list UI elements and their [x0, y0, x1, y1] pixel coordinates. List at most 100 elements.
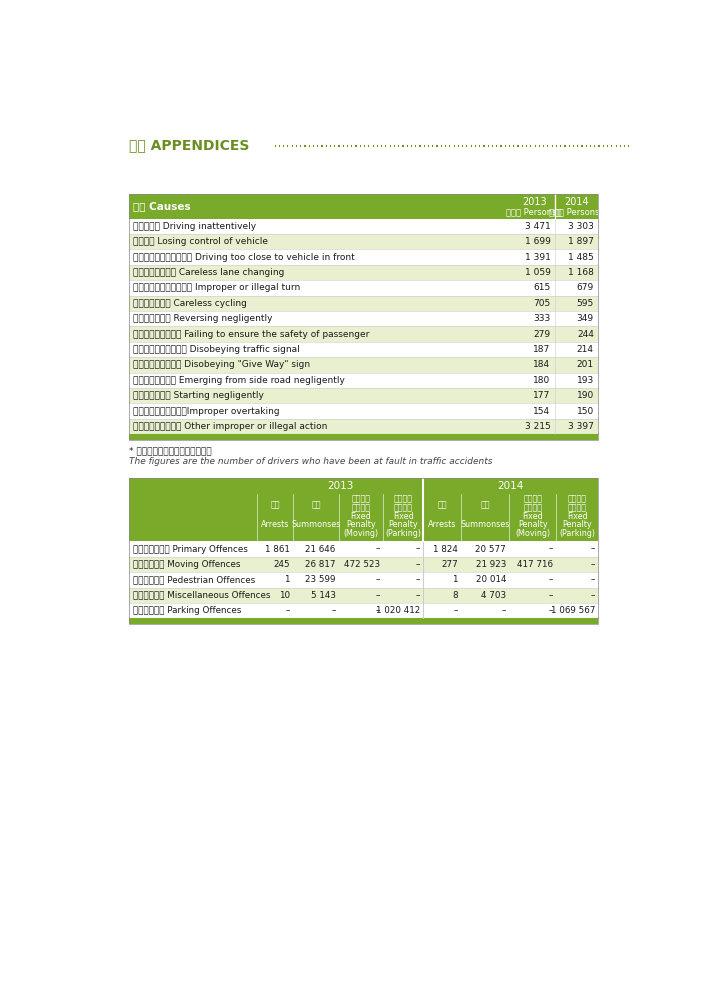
Text: 2014: 2014 — [564, 197, 589, 207]
Text: –: – — [454, 607, 458, 615]
Text: 駕駛不留神 Driving inattentively: 駕駛不留神 Driving inattentively — [133, 222, 256, 231]
Text: –: – — [549, 607, 554, 615]
Text: 不適當地超車（扒頭）Improper overtaking: 不適當地超車（扒頭）Improper overtaking — [133, 406, 280, 415]
Text: 177: 177 — [533, 391, 550, 400]
Text: 193: 193 — [576, 376, 594, 384]
Bar — [129, 603, 598, 619]
Text: 疏忽地起動車輛 Starting negligently: 疏忽地起動車輛 Starting negligently — [133, 391, 264, 400]
Text: 疏忽地倒後行車 Reversing negligently: 疏忽地倒後行車 Reversing negligently — [133, 314, 273, 323]
Text: 595: 595 — [576, 299, 594, 308]
Text: 1 699: 1 699 — [525, 237, 550, 246]
Bar — [129, 326, 598, 342]
Text: –: – — [285, 607, 290, 615]
Bar — [129, 403, 598, 418]
Text: * 數字為引致交通意外的可歸人數: * 數字為引致交通意外的可歸人數 — [129, 446, 212, 455]
Text: 21 923: 21 923 — [476, 560, 506, 569]
Text: 拘捕: 拘捕 — [438, 500, 447, 510]
Text: Summonses: Summonses — [291, 520, 341, 529]
Text: 定額罰款: 定額罰款 — [394, 494, 413, 504]
Text: 705: 705 — [533, 299, 550, 308]
Text: –: – — [416, 576, 421, 585]
Bar — [129, 478, 598, 493]
Text: –: – — [376, 607, 380, 615]
Text: Fixed: Fixed — [350, 512, 372, 521]
Text: 10: 10 — [279, 591, 290, 600]
Text: Penalty: Penalty — [563, 521, 593, 530]
Text: 原因 Causes: 原因 Causes — [133, 201, 191, 211]
Text: –: – — [331, 607, 336, 615]
Text: 較嚴重違例事件 Primary Offences: 較嚴重違例事件 Primary Offences — [132, 545, 248, 554]
Text: 8: 8 — [452, 591, 458, 600]
Text: 1: 1 — [452, 576, 458, 585]
Text: 5 143: 5 143 — [311, 591, 336, 600]
Bar — [129, 311, 598, 326]
Text: 1 485: 1 485 — [568, 252, 594, 261]
Text: 184: 184 — [533, 360, 550, 369]
Text: 雜項違例事件 Miscellaneous Offences: 雜項違例事件 Miscellaneous Offences — [132, 591, 270, 600]
Text: 不小心轉換行車線 Careless lane changing: 不小心轉換行車線 Careless lane changing — [133, 268, 285, 277]
Bar — [129, 194, 598, 439]
Text: 679: 679 — [576, 283, 594, 292]
Text: The figures are the number of drivers who have been at fault in traffic accident: The figures are the number of drivers wh… — [129, 456, 492, 465]
Text: 不小心騎踏單車 Careless cycling: 不小心騎踏單車 Careless cycling — [133, 299, 247, 308]
Text: （人數 Persons）: （人數 Persons） — [549, 207, 605, 216]
Text: 疏忽地從旁路駛出 Emerging from side road negligently: 疏忽地從旁路駛出 Emerging from side road neglige… — [133, 376, 346, 384]
Text: (Parking): (Parking) — [385, 529, 421, 538]
Text: (Moving): (Moving) — [343, 529, 379, 538]
Text: 沒有確保乘客的安全 Failing to ensure the safety of passenger: 沒有確保乘客的安全 Failing to ensure the safety o… — [133, 329, 370, 338]
Bar — [129, 388, 598, 403]
Text: 不遵照「讓路」標誌 Disobeying "Give Way" sign: 不遵照「讓路」標誌 Disobeying "Give Way" sign — [133, 360, 311, 369]
Text: （人數 Persons）: （人數 Persons） — [506, 207, 562, 216]
Text: 20 014: 20 014 — [476, 576, 506, 585]
Text: 180: 180 — [533, 376, 550, 384]
Text: 150: 150 — [576, 406, 594, 415]
Text: 245: 245 — [273, 560, 290, 569]
Text: 23 599: 23 599 — [305, 576, 336, 585]
Text: 1 861: 1 861 — [265, 545, 290, 554]
Text: Summonses: Summonses — [460, 520, 510, 529]
Text: 244: 244 — [577, 329, 594, 338]
Text: 154: 154 — [533, 406, 550, 415]
Text: 279: 279 — [533, 329, 550, 338]
Bar — [129, 342, 598, 357]
Text: –: – — [591, 591, 595, 600]
Bar — [129, 542, 598, 557]
Text: 187: 187 — [533, 345, 550, 354]
Text: Penalty: Penalty — [518, 521, 547, 530]
Text: 3 303: 3 303 — [568, 222, 594, 231]
Bar — [129, 557, 598, 573]
Text: 4 703: 4 703 — [481, 591, 506, 600]
Text: (Parking): (Parking) — [559, 529, 595, 538]
Text: 違例行車事件 Moving Offences: 違例行車事件 Moving Offences — [132, 560, 240, 569]
Text: 190: 190 — [576, 391, 594, 400]
Text: 傳票: 傳票 — [311, 500, 321, 510]
Text: 1 020 412: 1 020 412 — [376, 607, 421, 615]
Text: 472 523: 472 523 — [344, 560, 380, 569]
Text: 1 897: 1 897 — [568, 237, 594, 246]
Text: –: – — [416, 545, 421, 554]
Bar — [129, 280, 598, 295]
Text: 201: 201 — [577, 360, 594, 369]
Text: 拘捕: 拘捕 — [270, 500, 280, 510]
Text: 3 397: 3 397 — [568, 422, 594, 431]
Text: Fixed: Fixed — [523, 512, 543, 521]
Text: 定額罰款: 定額罰款 — [523, 494, 542, 504]
Text: –: – — [591, 545, 595, 554]
Text: 615: 615 — [533, 283, 550, 292]
Text: Fixed: Fixed — [567, 512, 588, 521]
Text: –: – — [416, 591, 421, 600]
Text: 3 471: 3 471 — [525, 222, 550, 231]
Text: 不適當地或不合法地轉向 Improper or illegal turn: 不適當地或不合法地轉向 Improper or illegal turn — [133, 283, 301, 292]
Text: –: – — [549, 591, 554, 600]
Text: 行車時太貼近前面的車輛 Driving too close to vehicle in front: 行車時太貼近前面的車輛 Driving too close to vehicle… — [133, 252, 355, 261]
Text: 20 577: 20 577 — [475, 545, 506, 554]
Text: Arrests: Arrests — [261, 520, 290, 529]
Bar — [129, 573, 598, 588]
Text: 349: 349 — [577, 314, 594, 323]
Bar — [129, 295, 598, 311]
Text: 214: 214 — [577, 345, 594, 354]
Text: Fixed: Fixed — [393, 512, 413, 521]
Text: （泊車）: （泊車） — [394, 503, 413, 512]
Text: –: – — [376, 545, 380, 554]
Text: 277: 277 — [441, 560, 458, 569]
